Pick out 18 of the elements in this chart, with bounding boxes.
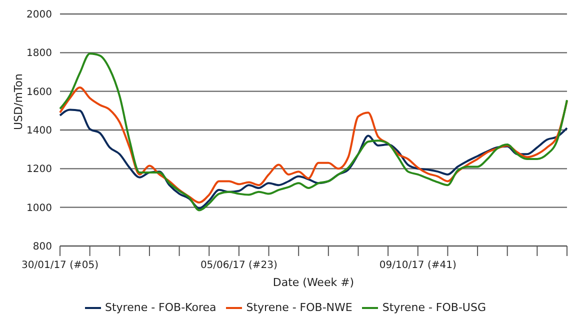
line-series (59, 108, 568, 210)
x-tick-label: 30/01/17 (#05) (22, 260, 99, 271)
y-tick-label: 1200 (26, 164, 52, 176)
y-axis-title: USD/mTon (12, 73, 25, 130)
line-series (59, 86, 568, 204)
y-tick-label: 800 (32, 242, 52, 253)
y-tick-label: 1400 (26, 126, 52, 137)
y-tick-label: 2000 (26, 10, 52, 21)
x-axis-title: Date (Week #) (272, 276, 354, 289)
x-tick-label: 05/06/17 (#23) (200, 260, 278, 271)
y-tick-label: 1600 (26, 86, 52, 98)
legend-label: Styrene - FOB-Korea (105, 301, 216, 314)
x-tick-label: 09/10/17 (#41) (379, 260, 456, 271)
y-tick-label: 1800 (26, 48, 52, 60)
line-series (59, 52, 568, 212)
legend-label: Styrene - FOB-USG (382, 301, 486, 314)
y-tick-label: 1000 (26, 202, 52, 214)
legend-label: Styrene - FOB-NWE (246, 301, 352, 314)
